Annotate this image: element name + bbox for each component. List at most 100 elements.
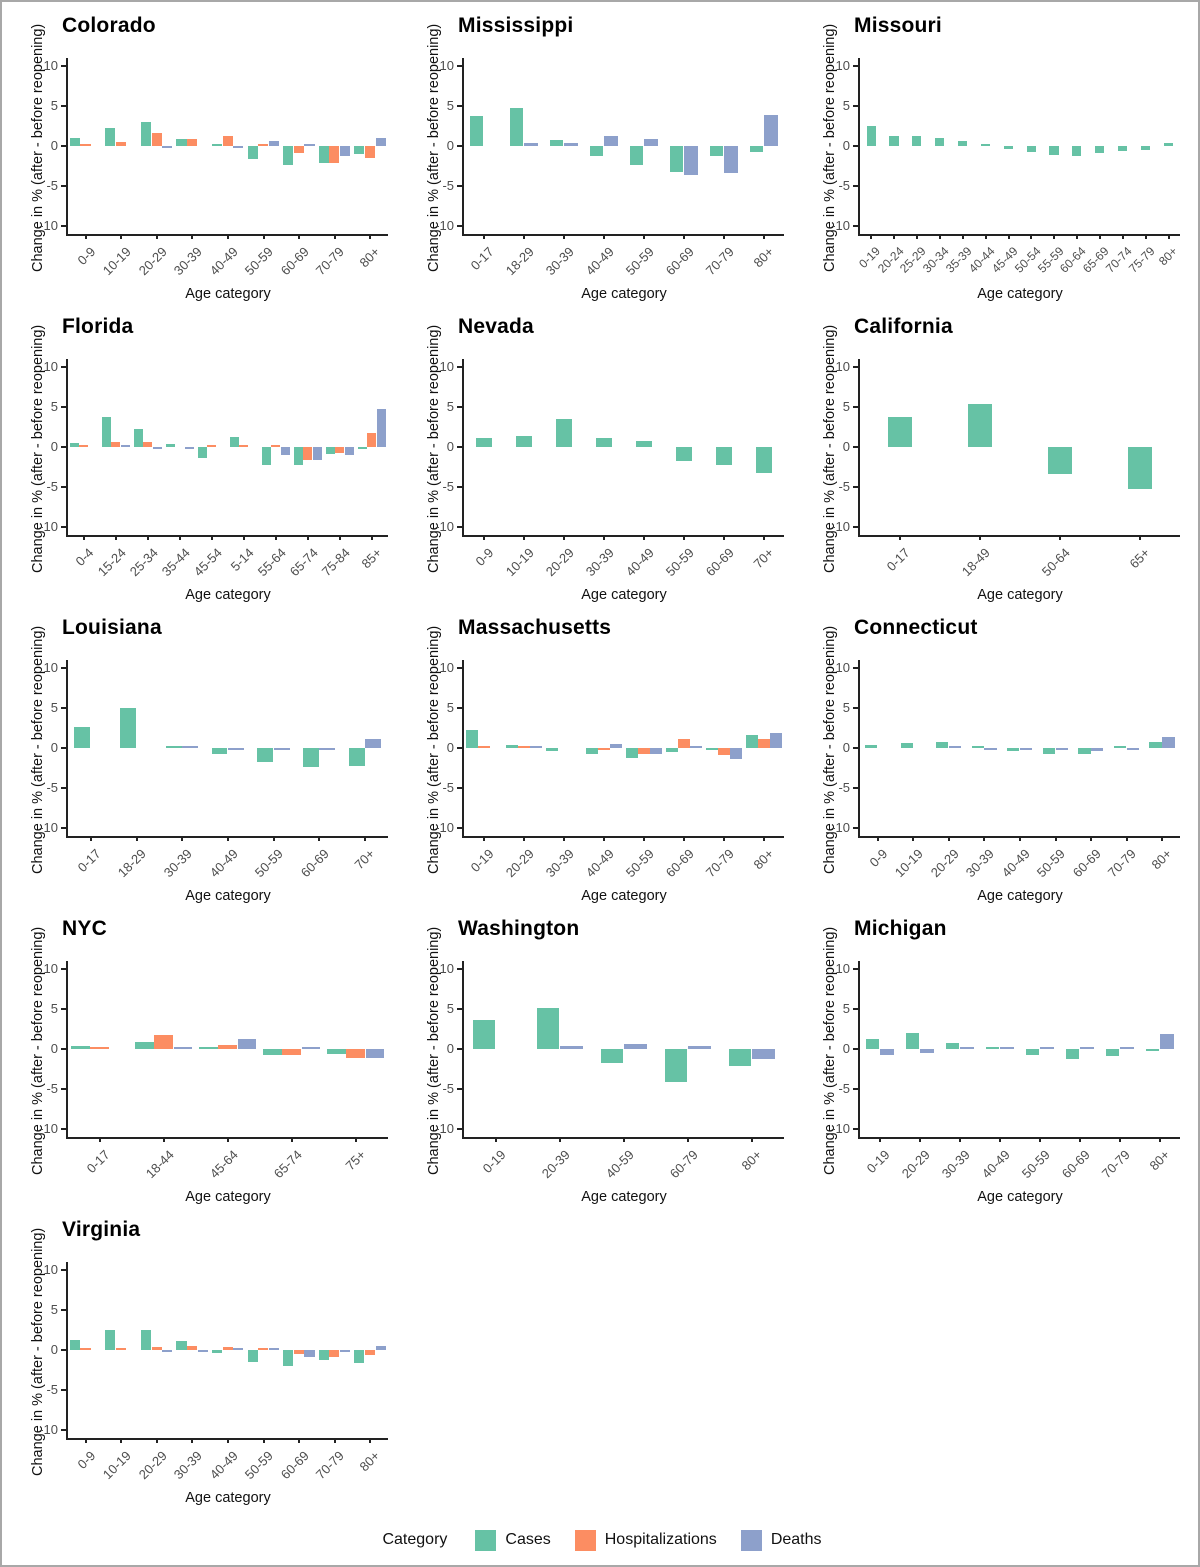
x-tick-label-text: 40-49 bbox=[582, 846, 617, 881]
x-tick-label-text: 0-9 bbox=[472, 545, 497, 569]
x-tick-label-text: 60-69 bbox=[297, 846, 333, 881]
y-tick bbox=[61, 787, 66, 789]
x-tick bbox=[495, 1137, 497, 1142]
x-tick-label-text: 0-17 bbox=[883, 545, 913, 575]
x-tick bbox=[371, 535, 373, 540]
y-tick-label: -10 bbox=[831, 820, 850, 835]
bar-cases bbox=[71, 1045, 90, 1049]
x-axis-title: Age category bbox=[581, 888, 667, 904]
bar-cases bbox=[635, 440, 652, 447]
bar-deaths bbox=[1000, 1047, 1014, 1049]
bar-deaths bbox=[280, 447, 290, 455]
x-tick-label-text: 40-49 bbox=[206, 1448, 241, 1483]
x-tick bbox=[227, 1438, 229, 1443]
bar-cases bbox=[595, 438, 612, 447]
y-tick bbox=[61, 1048, 66, 1050]
bar-cases bbox=[176, 138, 187, 146]
y-tick bbox=[61, 707, 66, 709]
x-tick bbox=[211, 535, 213, 540]
legend-item-deaths: Deaths bbox=[740, 1529, 822, 1551]
bar-cases bbox=[515, 435, 532, 447]
y-tick bbox=[61, 366, 66, 368]
bar-cases bbox=[985, 1047, 1000, 1049]
x-tick-label-text: 20-29 bbox=[542, 545, 577, 580]
y-tick-label: -10 bbox=[435, 519, 454, 534]
y-tick-label: 0 bbox=[446, 138, 454, 153]
bar-hospitalizations bbox=[239, 444, 249, 447]
y-tick bbox=[457, 968, 462, 970]
panel-connecticut: Connecticut Change in % (after - before r… bbox=[798, 610, 1194, 911]
x-tick-label-text: 70-79 bbox=[702, 244, 737, 279]
y-tick-label: 10 bbox=[835, 58, 850, 73]
x-tick-label-text: 50-59 bbox=[1018, 1147, 1053, 1182]
x-tick-label-text: 70+ bbox=[750, 545, 777, 572]
bar-cases bbox=[69, 443, 79, 447]
x-tick-label-text: 20-39 bbox=[538, 1147, 573, 1182]
panel-california: California Change in % (after - before re… bbox=[798, 309, 1194, 610]
bar-hospitalizations bbox=[154, 1034, 174, 1049]
y-axis bbox=[66, 660, 68, 836]
bar-cases bbox=[199, 1047, 218, 1049]
bar-cases bbox=[101, 417, 111, 447]
bar-deaths bbox=[688, 1045, 711, 1049]
y-tick-label: -10 bbox=[831, 1121, 850, 1136]
x-tick bbox=[243, 535, 245, 540]
x-tick bbox=[763, 234, 765, 239]
y-axis bbox=[858, 660, 860, 836]
x-tick-label-text: 45-54 bbox=[190, 545, 225, 580]
bar-hospitalizations bbox=[303, 447, 313, 460]
bar-cases bbox=[1078, 748, 1091, 754]
bar-deaths bbox=[340, 146, 351, 156]
x-axis bbox=[462, 234, 784, 236]
panel-louisiana: Louisiana Change in % (after - before reo… bbox=[6, 610, 402, 911]
y-tick bbox=[853, 747, 858, 749]
x-tick-label-text: 65-74 bbox=[270, 1147, 305, 1182]
x-tick bbox=[723, 535, 725, 540]
x-tick-label-text: 15-24 bbox=[94, 545, 129, 580]
x-tick bbox=[1059, 535, 1061, 540]
legend-item-hospitalizations: Hospitalizations bbox=[574, 1529, 717, 1551]
y-tick bbox=[853, 1128, 858, 1130]
x-tick bbox=[275, 535, 277, 540]
bar-cases bbox=[466, 729, 478, 748]
y-tick bbox=[61, 185, 66, 187]
bar-hospitalizations bbox=[258, 144, 269, 146]
y-tick-label: 0 bbox=[446, 1041, 454, 1056]
bar-cases bbox=[211, 748, 228, 755]
legend-label-deaths: Deaths bbox=[770, 1531, 822, 1548]
bar-deaths bbox=[624, 1044, 647, 1049]
x-tick bbox=[1125, 836, 1128, 841]
x-tick-label-text: 20-29 bbox=[927, 846, 962, 881]
y-tick-label: -10 bbox=[39, 1422, 58, 1437]
y-tick bbox=[457, 1088, 462, 1090]
y-tick bbox=[61, 1349, 66, 1351]
y-tick-label: -5 bbox=[442, 178, 454, 193]
bar-deaths bbox=[365, 1049, 385, 1058]
x-tick bbox=[763, 535, 765, 540]
y-tick bbox=[457, 707, 462, 709]
x-tick bbox=[135, 836, 138, 841]
bar-deaths bbox=[197, 1350, 208, 1352]
bar-cases bbox=[1025, 1049, 1040, 1055]
y-tick bbox=[457, 65, 462, 67]
x-tick bbox=[523, 836, 525, 841]
y-tick bbox=[457, 1048, 462, 1050]
bar-hospitalizations bbox=[346, 1049, 366, 1058]
x-tick bbox=[603, 836, 605, 841]
bar-cases bbox=[555, 419, 572, 447]
bar-cases bbox=[755, 447, 772, 473]
bar-deaths bbox=[1080, 1047, 1094, 1049]
x-tick bbox=[961, 234, 964, 239]
bar-cases bbox=[69, 1340, 80, 1350]
y-tick-label: -5 bbox=[442, 479, 454, 494]
x-tick bbox=[723, 836, 725, 841]
panel-massachusetts: Massachusetts Change in % (after - before… bbox=[402, 610, 798, 911]
y-tick-label: -5 bbox=[838, 479, 850, 494]
bar-cases bbox=[318, 1350, 329, 1361]
bar-cases bbox=[165, 443, 175, 447]
x-tick-label-text: 20-29 bbox=[135, 244, 170, 279]
x-tick-label-text: 80+ bbox=[738, 1147, 765, 1174]
bar-cases bbox=[1065, 1049, 1080, 1059]
y-tick-label: 5 bbox=[50, 700, 58, 715]
x-tick-label-text: 50-59 bbox=[252, 846, 287, 881]
